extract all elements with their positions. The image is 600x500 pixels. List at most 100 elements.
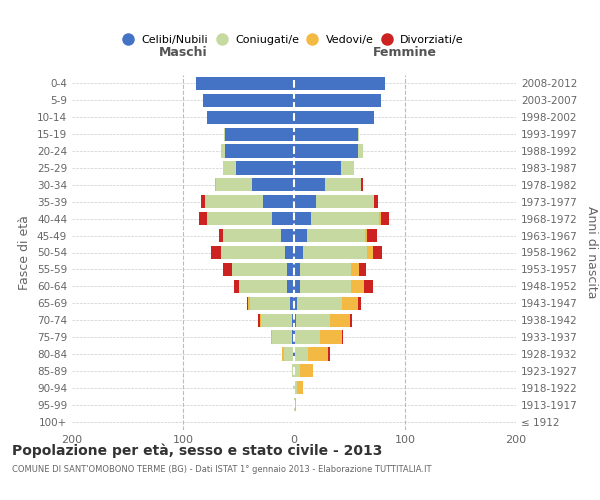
Bar — [294, 314, 296, 326]
Bar — [224, 128, 225, 141]
Bar — [263, 195, 294, 208]
Text: Femmine: Femmine — [373, 46, 437, 59]
Bar — [294, 178, 325, 192]
Bar — [260, 314, 292, 326]
Bar — [294, 398, 295, 411]
Bar — [292, 314, 294, 326]
Bar — [295, 348, 308, 360]
Bar — [295, 330, 320, 344]
Bar — [294, 348, 295, 360]
Bar — [299, 280, 350, 293]
Bar — [358, 144, 363, 158]
Text: Maschi: Maschi — [158, 46, 208, 59]
Bar — [298, 296, 342, 310]
Bar — [205, 195, 263, 208]
Bar — [349, 314, 352, 326]
Bar — [359, 263, 366, 276]
Bar — [342, 296, 358, 310]
Bar — [294, 110, 374, 124]
Bar — [294, 94, 380, 107]
Bar — [225, 144, 294, 158]
Bar — [208, 110, 294, 124]
Bar — [294, 280, 299, 293]
Bar — [358, 128, 359, 141]
Bar — [208, 212, 272, 226]
Bar — [294, 263, 299, 276]
Bar — [282, 348, 284, 360]
Bar — [350, 280, 364, 293]
Bar — [294, 364, 299, 378]
Bar — [294, 77, 385, 90]
Bar — [311, 212, 379, 226]
Bar — [379, 212, 380, 226]
Bar — [367, 229, 377, 242]
Bar — [374, 195, 379, 208]
Bar — [250, 296, 290, 310]
Bar — [303, 246, 367, 259]
Bar — [293, 348, 294, 360]
Bar — [287, 263, 294, 276]
Bar — [285, 246, 294, 259]
Bar — [373, 246, 382, 259]
Bar — [294, 330, 295, 344]
Bar — [292, 364, 294, 378]
Bar — [272, 330, 292, 344]
Bar — [367, 246, 373, 259]
Y-axis label: Anni di nascita: Anni di nascita — [586, 206, 598, 298]
Legend: Celibi/Nubili, Coniugati/e, Vedovi/e, Divorziati/e: Celibi/Nubili, Coniugati/e, Vedovi/e, Di… — [121, 31, 467, 48]
Bar — [221, 144, 225, 158]
Bar — [325, 178, 361, 192]
Bar — [364, 280, 373, 293]
Bar — [287, 280, 294, 293]
Bar — [247, 296, 248, 310]
Bar — [199, 212, 208, 226]
Bar — [316, 195, 374, 208]
Bar — [295, 398, 296, 411]
Bar — [329, 314, 349, 326]
Bar — [272, 212, 294, 226]
Bar — [298, 381, 303, 394]
Bar — [196, 77, 294, 90]
Text: COMUNE DI SANT'OMOBONO TERME (BG) - Dati ISTAT 1° gennaio 2013 - Elaborazione TU: COMUNE DI SANT'OMOBONO TERME (BG) - Dati… — [12, 466, 431, 474]
Bar — [299, 364, 313, 378]
Bar — [294, 381, 298, 394]
Bar — [223, 162, 236, 174]
Bar — [308, 348, 328, 360]
Bar — [236, 162, 294, 174]
Bar — [365, 229, 367, 242]
Bar — [232, 263, 287, 276]
Bar — [223, 263, 232, 276]
Bar — [211, 246, 221, 259]
Bar — [248, 296, 250, 310]
Bar — [350, 263, 359, 276]
Bar — [358, 296, 361, 310]
Bar — [203, 94, 294, 107]
Bar — [341, 162, 354, 174]
Bar — [342, 330, 343, 344]
Bar — [293, 381, 294, 394]
Bar — [271, 330, 272, 344]
Bar — [294, 296, 298, 310]
Bar — [252, 178, 294, 192]
Bar — [294, 229, 307, 242]
Bar — [294, 162, 341, 174]
Bar — [294, 144, 358, 158]
Bar — [238, 280, 287, 293]
Bar — [320, 330, 342, 344]
Bar — [361, 178, 363, 192]
Bar — [294, 212, 311, 226]
Bar — [299, 263, 350, 276]
Bar — [294, 246, 303, 259]
Bar — [307, 229, 365, 242]
Bar — [290, 296, 294, 310]
Bar — [216, 178, 252, 192]
Bar — [223, 229, 281, 242]
Bar — [215, 178, 217, 192]
Bar — [281, 229, 294, 242]
Y-axis label: Fasce di età: Fasce di età — [19, 215, 31, 290]
Text: Popolazione per età, sesso e stato civile - 2013: Popolazione per età, sesso e stato civil… — [12, 444, 382, 458]
Bar — [294, 195, 316, 208]
Bar — [221, 246, 285, 259]
Bar — [218, 229, 223, 242]
Bar — [292, 330, 294, 344]
